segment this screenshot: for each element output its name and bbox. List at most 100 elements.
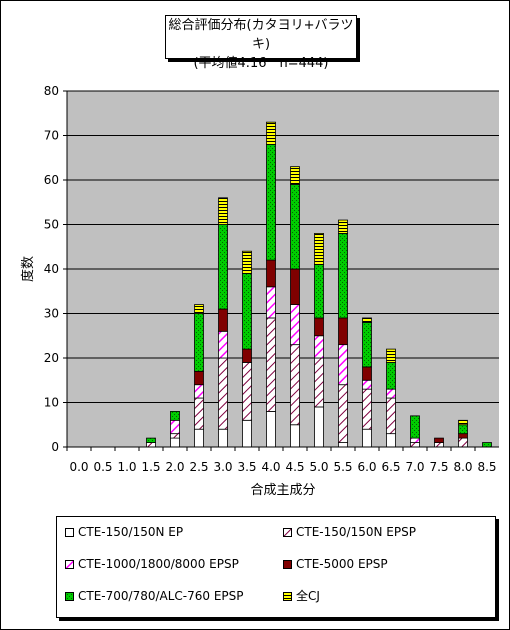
x-tick-label: 1.5 xyxy=(141,460,160,474)
chart-title: 総合評価分布(カタヨリ+バラツキ) xyxy=(168,18,354,52)
bar-segment xyxy=(242,362,252,421)
legend-label: CTE-150/150N EPSP xyxy=(296,525,416,539)
legend-label: CTE-5000 EPSP xyxy=(296,557,388,571)
x-tick-label: 2.5 xyxy=(189,460,208,474)
bar-segment xyxy=(458,437,468,448)
bar-segment xyxy=(266,143,276,261)
bar-segment xyxy=(362,428,372,448)
y-tick-label: 20 xyxy=(44,351,59,365)
bar-segment xyxy=(170,410,180,421)
bar-segment xyxy=(218,330,228,359)
x-tick-label: 1.0 xyxy=(117,460,136,474)
x-tick-label: 3.0 xyxy=(213,460,232,474)
bar-segment xyxy=(386,433,396,448)
bar-segment xyxy=(290,304,300,346)
x-tick-label: 4.5 xyxy=(285,460,304,474)
bar-segment xyxy=(218,428,228,448)
x-tick-label: 0.5 xyxy=(93,460,112,474)
bar-segment xyxy=(434,437,444,443)
bar-segment xyxy=(314,357,324,408)
bar-segment xyxy=(338,384,348,443)
x-tick-label: 5.5 xyxy=(333,460,352,474)
bar-segment xyxy=(362,379,372,390)
bar-segment xyxy=(458,433,468,439)
bar-segment xyxy=(410,415,420,439)
x-tick-label: 8.5 xyxy=(477,460,496,474)
bar-segment xyxy=(338,442,348,448)
bar-segment xyxy=(362,388,372,430)
x-tick-label: 5.0 xyxy=(309,460,328,474)
y-tick-label: 60 xyxy=(44,173,59,187)
bar-segment xyxy=(218,224,228,310)
legend-swatch xyxy=(65,528,74,537)
bar-segment xyxy=(386,388,396,399)
bar-segment xyxy=(314,264,324,319)
y-tick-label: 0 xyxy=(51,440,59,454)
bar-segment xyxy=(290,424,300,448)
bar-segment xyxy=(362,321,372,368)
bar-segment xyxy=(314,335,324,359)
bar-segment xyxy=(458,424,468,435)
x-tick-label: 7.5 xyxy=(429,460,448,474)
bar-segment xyxy=(194,397,204,430)
bar-segment xyxy=(290,344,300,426)
x-tick-label: 7.0 xyxy=(405,460,424,474)
bar-segment xyxy=(314,406,324,448)
bar-segment xyxy=(242,273,252,350)
x-tick-label: 4.0 xyxy=(261,460,280,474)
bar-segment xyxy=(386,348,396,363)
bar-segment xyxy=(434,442,444,448)
bar-segment xyxy=(290,268,300,305)
x-tick-label: 2.0 xyxy=(165,460,184,474)
bar-segment xyxy=(290,166,300,185)
chart-subtitle: (平均値4.16 n=444) xyxy=(193,56,329,71)
bar-segment xyxy=(362,317,372,323)
bar-segment xyxy=(170,433,180,439)
bar-segment xyxy=(314,317,324,337)
bar-segment xyxy=(194,313,204,372)
x-axis-title: 合成主成分 xyxy=(250,483,315,498)
bar-segment xyxy=(386,362,396,390)
bar-segment xyxy=(170,419,180,435)
bar-segment xyxy=(266,410,276,448)
bar-segment xyxy=(290,184,300,270)
bar-segment xyxy=(266,286,276,319)
legend-label: CTE-700/780/ALC-760 EPSP xyxy=(78,589,244,603)
legend-swatch xyxy=(283,560,292,569)
legend-swatch xyxy=(65,592,74,601)
y-tick-label: 40 xyxy=(44,262,59,276)
bar-segment xyxy=(458,419,468,426)
legend-swatch xyxy=(283,528,292,537)
bar-segment xyxy=(386,397,396,435)
bar-segment xyxy=(338,344,348,386)
bar-segment xyxy=(482,442,492,448)
bar-segment xyxy=(266,121,276,145)
gridlines xyxy=(67,90,499,448)
bar-group xyxy=(146,121,492,448)
bar-segment xyxy=(146,442,156,448)
chart-title-box: 総合評価分布(カタヨリ+バラツキ) (平均値4.16 n=444) xyxy=(165,15,357,71)
y-tick-label: 70 xyxy=(44,129,59,143)
bar-segment xyxy=(146,437,156,443)
y-tick-label: 10 xyxy=(44,396,59,410)
bar-segment xyxy=(410,442,420,448)
legend-swatch xyxy=(283,592,292,601)
legend: CTE-150/150N EP CTE-150/150N EPSP CTE-10… xyxy=(56,516,496,618)
y-tick-label: 50 xyxy=(44,218,59,232)
y-tick-label: 80 xyxy=(44,84,59,98)
y-axis-title: 度数 xyxy=(20,256,36,282)
bar-segment xyxy=(266,317,276,412)
legend-label: 全CJ xyxy=(296,589,320,603)
axes: 0 10 20 30 40 50 60 70 80 0.0 0.5 1.0 1.5 2.0 2.5 3.0 3.… xyxy=(44,84,499,474)
bar-segment xyxy=(218,357,228,430)
bar-segment xyxy=(338,317,348,346)
bar-segment xyxy=(338,219,348,234)
bar-segment xyxy=(194,304,204,314)
legend-label: CTE-1000/1800/8000 EPSP xyxy=(78,557,239,571)
bar-segment xyxy=(266,259,276,288)
bar-segment xyxy=(218,197,228,225)
legend-label: CTE-150/150N EP xyxy=(78,525,184,539)
bar-segment xyxy=(194,384,204,399)
x-tick-label: 6.0 xyxy=(357,460,376,474)
